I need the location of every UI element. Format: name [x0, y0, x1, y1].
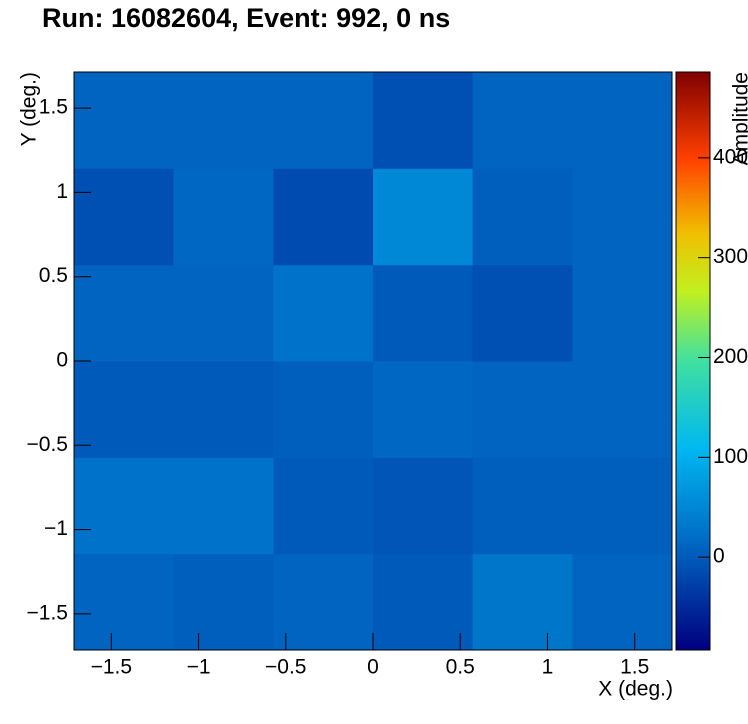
heatmap-cell — [472, 457, 573, 555]
y-axis-label: Y (deg.) — [18, 72, 41, 146]
x-tick-label: 1 — [542, 656, 554, 679]
heatmap-cell — [472, 264, 573, 362]
heatmap-cell — [273, 361, 374, 458]
x-axis-label: X (deg.) — [598, 678, 673, 701]
heatmap-cell — [373, 72, 474, 169]
heatmap-cell — [572, 168, 673, 266]
heatmap-cell — [173, 168, 274, 266]
heatmap-cell — [373, 361, 474, 458]
heatmap-cell — [173, 457, 274, 555]
heatmap-cell — [74, 168, 175, 266]
heatmap-cell — [373, 553, 474, 651]
heatmap-cell — [572, 553, 673, 651]
y-tick-label: −0.5 — [27, 433, 68, 456]
heatmap-cell — [472, 553, 573, 651]
x-tick-label: −1 — [187, 656, 211, 679]
x-tick-label: −0.5 — [265, 656, 306, 679]
heatmap-cell — [472, 168, 573, 266]
heatmap-cell — [572, 457, 673, 555]
z-tick-label: 400 — [713, 145, 748, 168]
heatmap-cell — [273, 553, 374, 651]
x-tick-label: 0 — [367, 656, 379, 679]
heatmap-cell — [173, 553, 274, 651]
heatmap-cell — [373, 168, 474, 266]
z-tick-label: 0 — [713, 545, 725, 568]
y-tick-label: −1 — [44, 517, 68, 540]
z-tick-label: 100 — [713, 445, 748, 468]
heatmap-cell — [273, 264, 374, 362]
z-tick-label: 200 — [713, 345, 748, 368]
heatmap-cell — [373, 264, 474, 362]
heatmap-cell — [74, 457, 175, 555]
heatmap-cell — [173, 264, 274, 362]
x-tick-label: −1.5 — [91, 656, 132, 679]
colorbar — [675, 71, 711, 651]
heatmap-cell — [74, 264, 175, 362]
heatmap-cell — [273, 168, 374, 266]
heatmap-cell — [74, 72, 175, 169]
heatmap-cell — [74, 553, 175, 651]
z-tick-label: 300 — [713, 245, 748, 268]
heatmap-cell — [173, 72, 274, 169]
y-tick-label: 0.5 — [39, 264, 68, 287]
heatmap-cell — [472, 72, 573, 169]
heatmap-cell — [572, 264, 673, 362]
x-tick-label: 1.5 — [620, 656, 649, 679]
x-tick-label: 0.5 — [446, 656, 475, 679]
heatmap-cell — [74, 361, 175, 458]
heatmap-cell — [572, 361, 673, 458]
heatmap-cell — [472, 361, 573, 458]
y-tick-label: −1.5 — [27, 601, 68, 624]
chart-title: Run: 16082604, Event: 992, 0 ns — [42, 3, 450, 33]
heatmap-cell — [273, 72, 374, 169]
heatmap-cell — [173, 361, 274, 458]
y-tick-label: 1 — [56, 180, 68, 203]
heatmap-cell — [373, 457, 474, 555]
y-tick-label: 0 — [56, 349, 68, 372]
y-tick-label: 1.5 — [39, 96, 68, 119]
z-axis-label: Amplitude — [730, 72, 748, 165]
heatmap-cell — [572, 72, 673, 169]
heatmap-cell — [273, 457, 374, 555]
